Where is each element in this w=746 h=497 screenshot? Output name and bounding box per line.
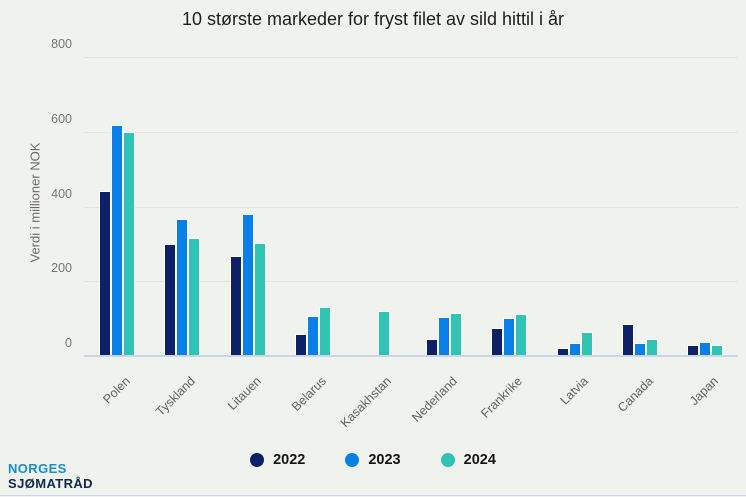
- bar-latvia-2022: [556, 348, 569, 357]
- bar-kasakhstan-2024: [378, 311, 391, 357]
- x-label-japan: Japan: [687, 374, 722, 408]
- x-axis-labels: Polen Tyskland Litauen Belarus Kasakhstan Ned…: [84, 364, 738, 430]
- bar-tyskland-2023: [176, 219, 189, 357]
- bar-tyskland-2024: [188, 238, 201, 357]
- x-label-frankrike: Frankrike: [478, 374, 525, 421]
- x-label-tyskland: Tyskland: [153, 374, 198, 419]
- legend-label: 2024: [463, 452, 496, 468]
- legend: 2022 2023 2024: [0, 452, 746, 468]
- bar-frankrike-2024: [515, 314, 528, 357]
- chart-title: 10 største markeder for fryst filet av s…: [181, 9, 565, 29]
- bar-group-kasakhstan: [346, 58, 411, 357]
- bar-group-nederland: [411, 58, 476, 357]
- bar-belarus-2024: [318, 307, 331, 357]
- bar-frankrike-2023: [503, 318, 516, 357]
- bar-polen-2022: [98, 190, 111, 357]
- gridline-800: [84, 57, 738, 58]
- bar-belarus-2022: [294, 333, 307, 357]
- bar-nederland-2023: [437, 317, 450, 357]
- y-tick-label-600: 600: [51, 111, 72, 126]
- bar-groups: [84, 58, 738, 357]
- bar-litauen-2024: [253, 243, 266, 357]
- y-tick-label-400: 400: [51, 186, 72, 201]
- bar-group-japan: [673, 58, 738, 357]
- gridline-600: [84, 131, 738, 133]
- bar-group-latvia: [542, 58, 607, 357]
- bar-frankrike-2022: [491, 327, 504, 357]
- y-axis-ticks: 0 200 400 600 800: [0, 37, 72, 357]
- bar-polen-2024: [122, 132, 135, 357]
- norges-sjomatrad-logo: NORGES SJØMATRÅD: [8, 461, 93, 491]
- bar-group-belarus: [280, 58, 345, 357]
- bar-group-tyskland: [149, 58, 214, 357]
- bar-litauen-2022: [229, 255, 242, 357]
- bar-litauen-2023: [241, 214, 254, 357]
- legend-label: 2022: [273, 452, 306, 468]
- bar-group-canada: [607, 58, 672, 357]
- bottom-border: [0, 495, 746, 496]
- bar-group-polen: [84, 58, 149, 357]
- bar-group-litauen: [215, 58, 280, 357]
- legend-item-2024: 2024: [440, 452, 496, 468]
- bar-canada-2022: [621, 324, 634, 357]
- y-tick-label-800: 800: [51, 37, 72, 51]
- legend-item-2023: 2023: [345, 452, 401, 468]
- y-tick-label-200: 200: [51, 261, 72, 276]
- bar-japan-2024: [711, 344, 724, 357]
- gridline-400: [84, 206, 738, 208]
- gridline-200: [84, 281, 738, 283]
- bar-canada-2024: [645, 339, 658, 357]
- legend-swatch-icon: [345, 453, 360, 467]
- bar-tyskland-2022: [164, 243, 177, 357]
- bar-latvia-2024: [580, 332, 593, 357]
- bar-japan-2023: [699, 342, 712, 357]
- logo-line2: SJØMATRÅD: [8, 475, 93, 491]
- bar-group-frankrike: [476, 58, 541, 357]
- bar-canada-2023: [633, 342, 646, 357]
- logo-line1: NORGES: [8, 461, 67, 476]
- bar-nederland-2024: [449, 312, 462, 357]
- bar-latvia-2023: [568, 342, 581, 357]
- legend-item-2022: 2022: [250, 452, 305, 468]
- bar-belarus-2023: [306, 315, 319, 357]
- bar-nederland-2022: [425, 339, 438, 357]
- legend-swatch-icon: [250, 453, 265, 467]
- gridline-0: [84, 355, 738, 357]
- bar-japan-2022: [687, 345, 700, 357]
- plot-area: [84, 57, 738, 357]
- legend-label: 2023: [368, 452, 401, 468]
- bar-polen-2023: [110, 125, 123, 357]
- y-tick-label-0: 0: [65, 336, 72, 350]
- legend-swatch-icon: [440, 453, 455, 467]
